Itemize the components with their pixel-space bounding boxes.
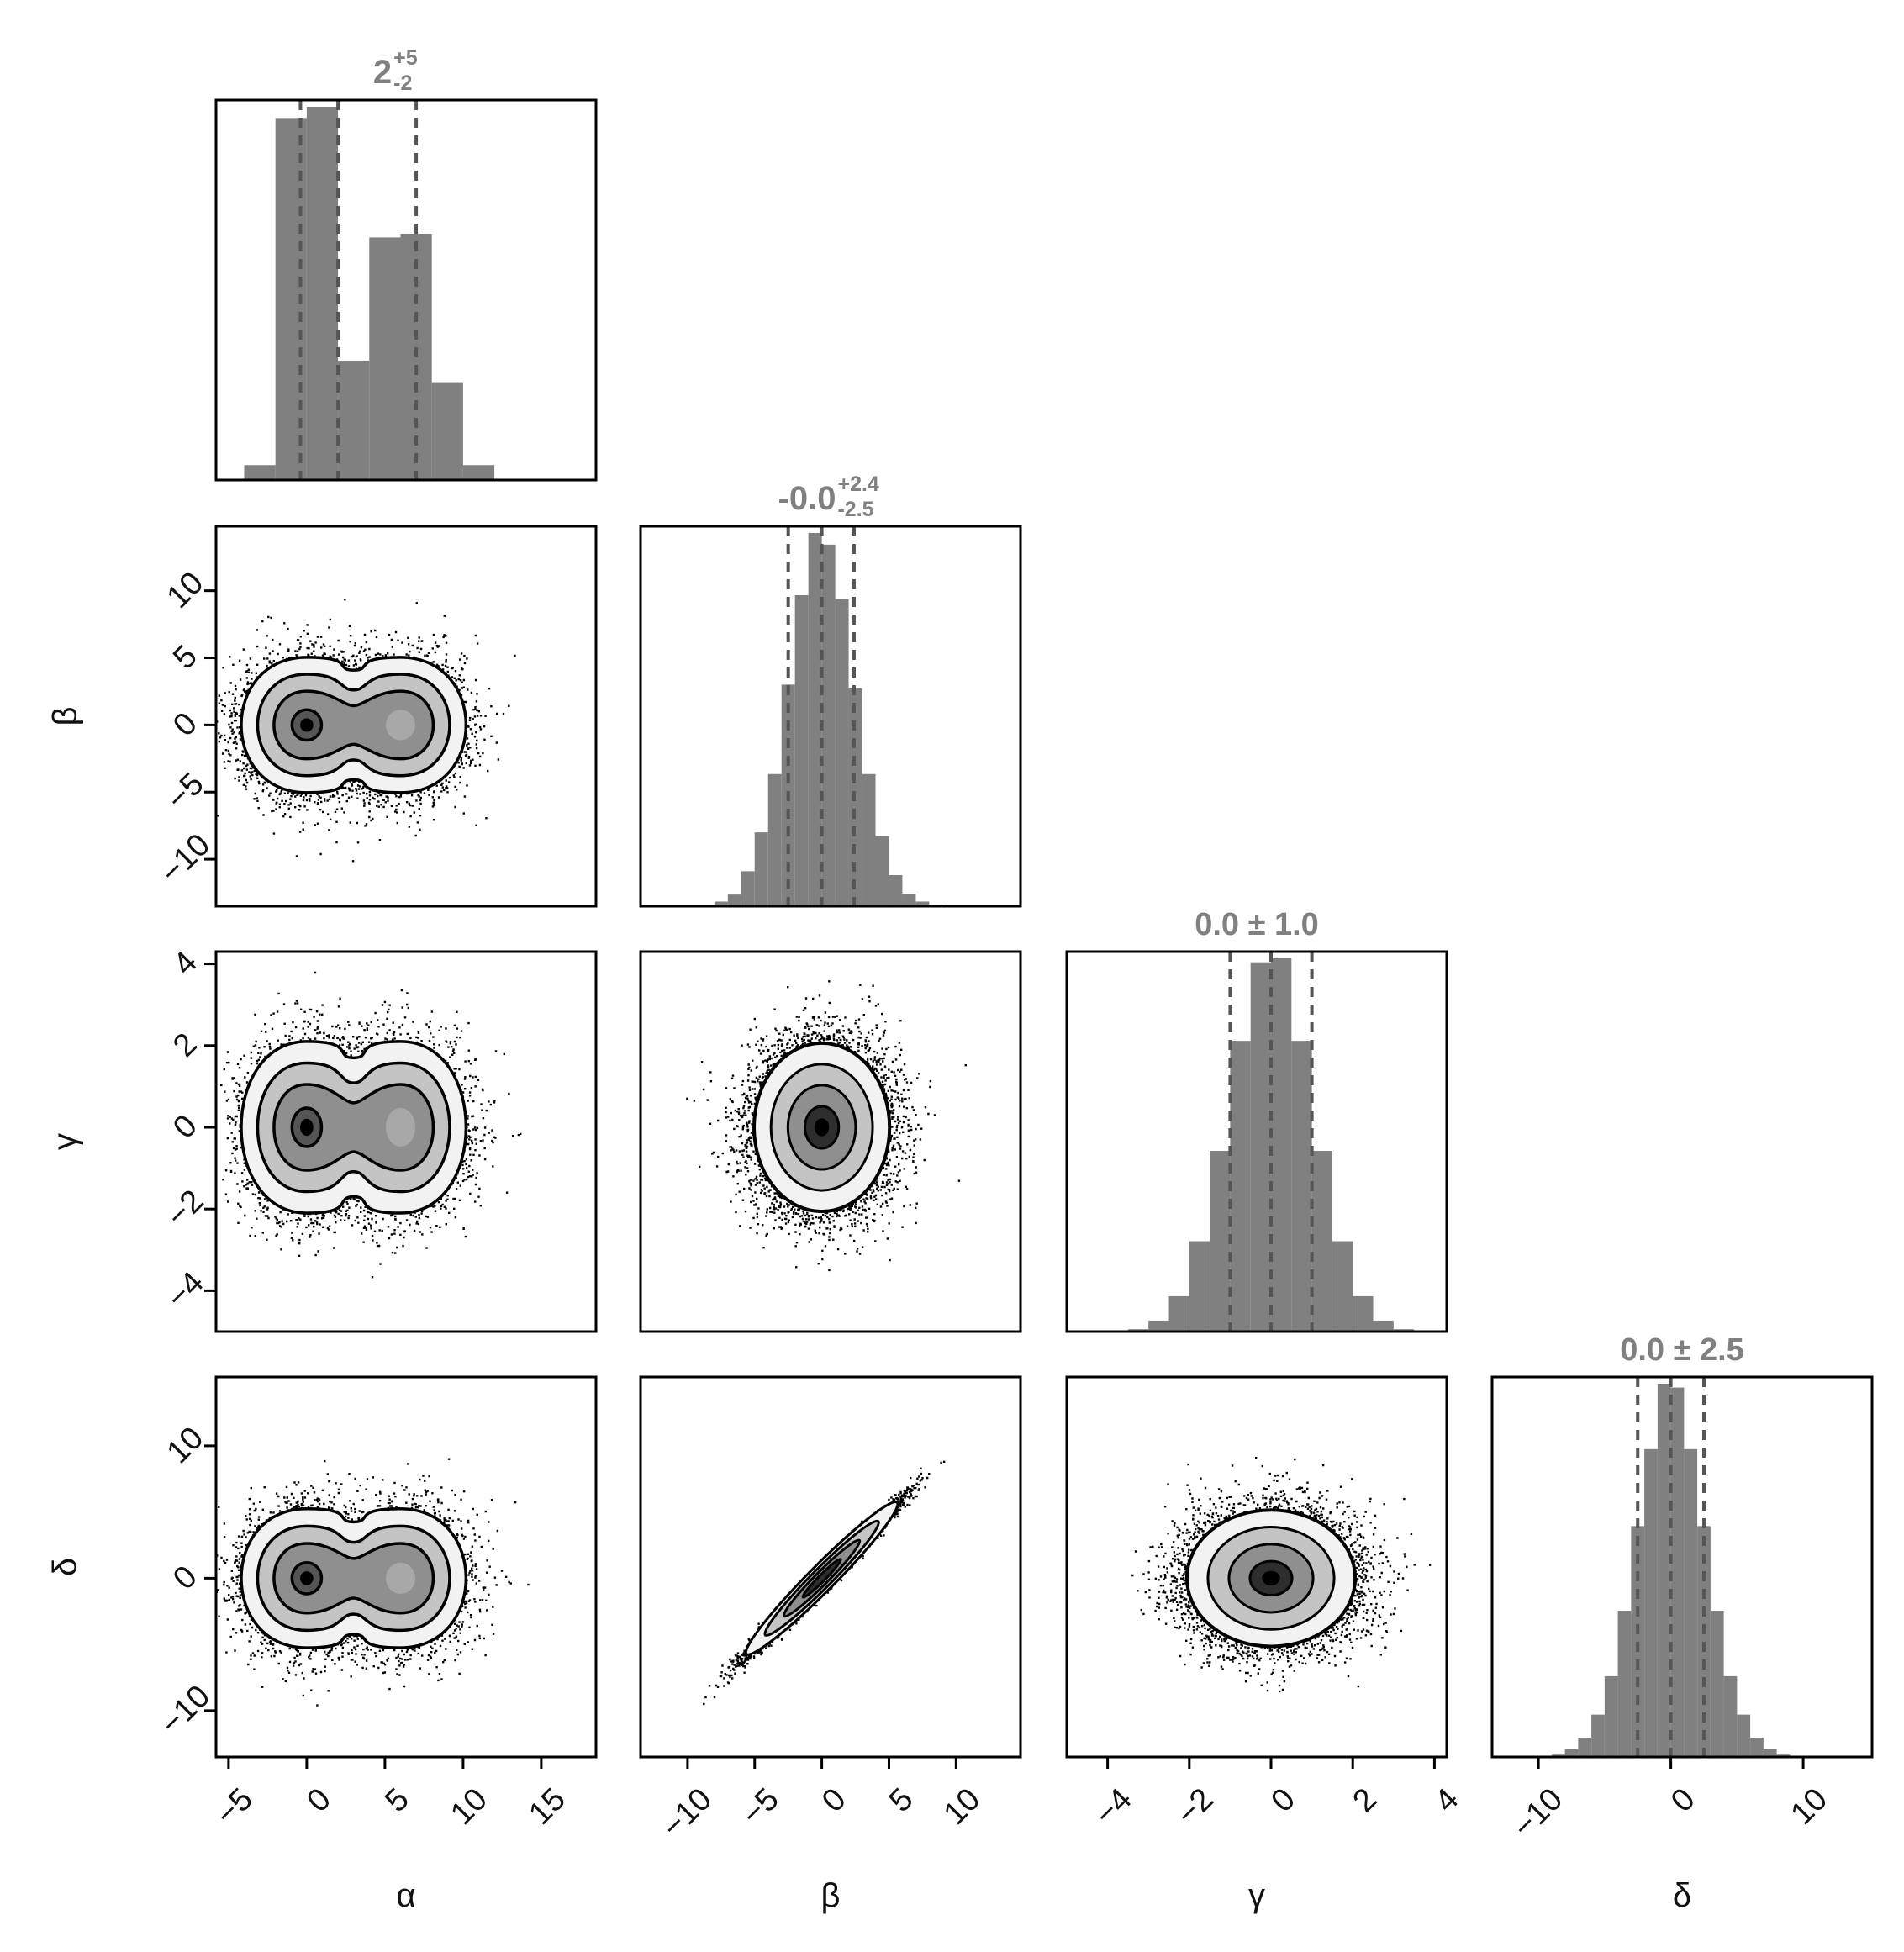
y-axis-label-gamma: γ [47, 1133, 84, 1150]
panel-frame-alpha-gamma [214, 950, 598, 1333]
panel-frame-gamma-delta [1065, 1375, 1448, 1759]
hist-bar-gamma-12 [1373, 1320, 1394, 1332]
panel-frame-alpha-beta [214, 525, 598, 908]
hist-bar-delta-7 [1644, 1448, 1658, 1757]
hist-bar-beta-9 [821, 544, 836, 906]
hist-bar-alpha-7 [462, 465, 495, 480]
hist-bar-beta-16 [915, 901, 930, 906]
y-axis-label-delta: δ [47, 1558, 84, 1576]
pair-panel-beta-delta [639, 1375, 1022, 1759]
hist-bar-beta-8 [808, 533, 822, 906]
title-beta-upper: +2.4 [837, 472, 878, 496]
hist-bar-gamma-10 [1332, 1241, 1353, 1332]
hist-bar-beta-10 [835, 599, 849, 906]
pair-panel-alpha-delta [214, 1375, 598, 1759]
hist-bar-delta-16 [1763, 1749, 1777, 1757]
hist-bar-delta-2 [1578, 1738, 1592, 1757]
hist-bar-gamma-7 [1271, 958, 1292, 1332]
panel-frame-beta-gamma [639, 950, 1022, 1333]
hist-bar-delta-9 [1670, 1387, 1685, 1757]
title-gamma: 0.0 ± 1.0 [1195, 907, 1319, 942]
hist-bar-delta-8 [1657, 1384, 1671, 1757]
hist-bar-beta-5 [767, 773, 782, 906]
hist-bar-delta-6 [1631, 1526, 1645, 1757]
hist-panel-beta [639, 525, 1022, 908]
hist-bar-delta-13 [1723, 1675, 1738, 1757]
title-delta: 0.0 ± 2.5 [1620, 1332, 1744, 1368]
hist-bar-delta-10 [1684, 1448, 1698, 1757]
pair-panel-gamma-delta [1065, 1375, 1448, 1759]
hist-bar-delta-12 [1710, 1611, 1724, 1757]
contour-beta-delta-0 [801, 1558, 842, 1599]
hist-bar-beta-7 [794, 595, 809, 906]
density-lobe-alpha-beta [385, 710, 416, 741]
hist-bar-delta-14 [1737, 1714, 1751, 1757]
hist-bar-beta-3 [741, 871, 755, 906]
hist-bar-beta-15 [902, 894, 916, 906]
hist-bar-gamma-11 [1353, 1295, 1374, 1332]
hist-bar-beta-12 [862, 773, 876, 906]
hist-bar-gamma-6 [1250, 962, 1272, 1332]
pair-panel-alpha-gamma [214, 950, 598, 1333]
contour-alpha-delta-1 [272, 1542, 435, 1615]
hist-bar-alpha-3 [338, 360, 370, 480]
title-alpha-upper: +5 [393, 46, 418, 70]
hist-bar-beta-2 [727, 894, 741, 906]
panel-frame-beta-beta [639, 525, 1022, 908]
panel-frame-gamma-gamma [1065, 950, 1448, 1333]
hist-bar-alpha-2 [306, 107, 339, 480]
density-peak-alpha-delta [300, 1571, 314, 1585]
density-lobe-alpha-gamma [385, 1108, 416, 1147]
hist-bar-gamma-2 [1168, 1295, 1189, 1332]
panel-frame-alpha-alpha [214, 98, 598, 482]
x-axis-label-delta: δ [1673, 1877, 1691, 1914]
density-peak-gamma-delta [1262, 1570, 1280, 1586]
hist-bar-delta-1 [1564, 1749, 1579, 1757]
hist-bar-gamma-5 [1230, 1041, 1251, 1332]
title-alpha-lower: -2 [393, 71, 412, 95]
pair-panel-alpha-beta [214, 525, 598, 908]
density-peak-alpha-gamma [300, 1118, 314, 1137]
density-lobe-alpha-delta [385, 1562, 416, 1594]
hist-panel-gamma [1065, 950, 1448, 1333]
hist-bar-beta-13 [875, 836, 889, 906]
title-alpha: 2 [373, 54, 392, 91]
title-beta-lower: -2.5 [837, 498, 873, 521]
hist-bar-alpha-6 [431, 382, 463, 480]
hist-bar-delta-3 [1591, 1714, 1605, 1757]
panels [214, 98, 1874, 1759]
contour-alpha-gamma-1 [272, 1083, 435, 1172]
hist-bar-beta-1 [714, 901, 728, 906]
panel-frame-beta-delta [639, 1375, 1022, 1759]
x-axis-label-beta: β [820, 1877, 840, 1914]
pair-panel-beta-gamma [639, 950, 1022, 1333]
y-axis-label-beta: β [47, 706, 84, 725]
hist-bar-gamma-8 [1291, 1041, 1312, 1332]
x-axis-label-gamma: γ [1248, 1877, 1265, 1914]
hist-bar-gamma-9 [1311, 1151, 1332, 1332]
panel-frame-alpha-delta [214, 1375, 598, 1759]
hist-bar-beta-4 [754, 832, 768, 906]
hist-bar-gamma-3 [1189, 1241, 1210, 1332]
density-peak-alpha-beta [300, 718, 314, 732]
hist-panel-delta [1490, 1375, 1874, 1759]
hist-bar-alpha-0 [244, 465, 276, 480]
x-axis-label-alpha: α [396, 1877, 415, 1914]
hist-panel-alpha [214, 98, 598, 482]
hist-bar-alpha-4 [369, 237, 401, 480]
hist-bar-delta-11 [1697, 1526, 1711, 1757]
hist-bar-delta-5 [1617, 1611, 1632, 1757]
density-peak-beta-gamma [815, 1118, 830, 1137]
hist-bar-delta-4 [1604, 1675, 1618, 1757]
contour-alpha-beta-1 [272, 689, 435, 761]
title-beta: -0.0 [778, 480, 836, 517]
hist-bar-beta-14 [889, 875, 903, 906]
hist-bar-delta-15 [1750, 1738, 1764, 1757]
hist-bar-gamma-1 [1148, 1320, 1169, 1332]
hist-bar-gamma-4 [1210, 1151, 1231, 1332]
panel-frame-delta-delta [1490, 1375, 1874, 1759]
